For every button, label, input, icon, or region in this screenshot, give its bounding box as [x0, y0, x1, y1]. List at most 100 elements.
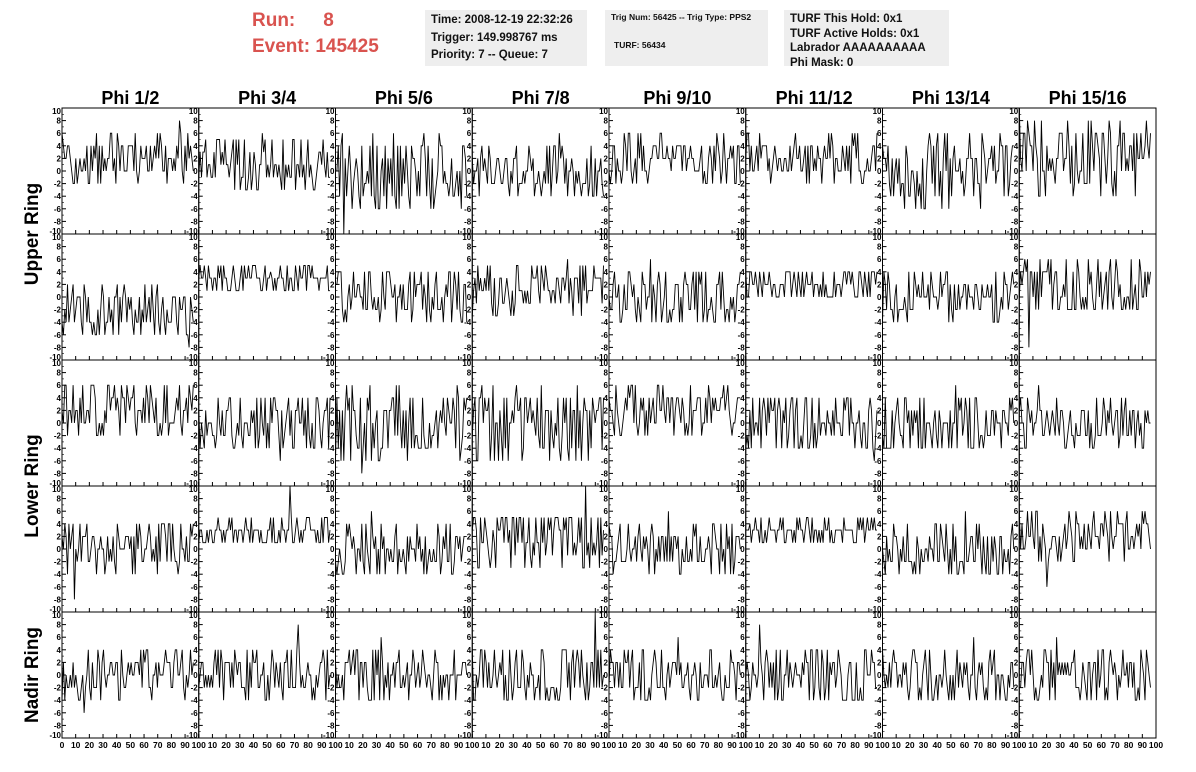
y-tick-label: -4: [738, 444, 746, 453]
y-tick-label: -8: [601, 343, 609, 352]
y-tick-label: 6: [330, 129, 335, 138]
row-label: Lower Ring: [22, 434, 43, 537]
y-tick-label: 6: [467, 507, 472, 516]
y-tick-label: 6: [604, 129, 609, 138]
y-tick-label: -8: [738, 469, 746, 478]
x-tick-label: 50: [399, 740, 409, 750]
y-tick-label: -4: [601, 444, 609, 453]
y-tick-label: 8: [1014, 243, 1019, 252]
panel-frame: [882, 485, 1020, 613]
y-tick-label: -8: [874, 469, 882, 478]
y-tick-label: 4: [467, 268, 472, 277]
y-tick-label: 0: [467, 545, 472, 554]
y-tick-label: 4: [57, 268, 62, 277]
x-tick-label: 60: [686, 740, 696, 750]
y-tick-label: -2: [54, 306, 62, 315]
y-tick-label: -8: [191, 343, 199, 352]
y-tick-label: 2: [604, 406, 609, 415]
y-tick-label: -6: [874, 709, 882, 718]
y-tick-label: -2: [601, 180, 609, 189]
y-tick-label: 6: [193, 381, 198, 390]
y-tick-label: -4: [874, 192, 882, 201]
y-tick-label: -6: [327, 205, 335, 214]
y-tick-label: -4: [54, 318, 62, 327]
y-tick-label: -10: [870, 479, 882, 488]
row-label: Nadir Ring: [22, 627, 43, 723]
y-tick-label: -8: [601, 595, 609, 604]
y-tick-label: -10: [596, 227, 608, 236]
y-tick-label: 0: [604, 545, 609, 554]
waveform-trace: [1018, 510, 1151, 587]
y-tick-label: -10: [733, 353, 745, 362]
y-tick-label: -8: [874, 595, 882, 604]
y-tick-label: -4: [874, 696, 882, 705]
y-tick-label: 6: [57, 381, 62, 390]
y-tick-label: -8: [464, 343, 472, 352]
y-tick-label: -6: [54, 331, 62, 340]
y-tick-label: -10: [323, 479, 335, 488]
y-tick-label: -6: [464, 709, 472, 718]
trigger-line: Trigger: 149.998767 ms: [431, 31, 558, 44]
waveform-trace: [745, 397, 878, 461]
y-tick-label: -4: [738, 696, 746, 705]
y-tick-label: -10: [1007, 353, 1019, 362]
y-tick-label: 4: [467, 142, 472, 151]
x-tick-label: 30: [1056, 740, 1066, 750]
y-tick-label: -10: [460, 227, 472, 236]
x-tick-label: 40: [522, 740, 532, 750]
waveform-trace: [745, 624, 877, 701]
y-tick-label: 2: [877, 280, 882, 289]
y-tick-label: 6: [877, 507, 882, 516]
y-tick-label: 4: [467, 646, 472, 655]
y-tick-label: -4: [464, 696, 472, 705]
y-tick-label: 10: [189, 359, 198, 368]
y-tick-label: 8: [604, 369, 609, 378]
y-tick-label: -4: [327, 570, 335, 579]
y-tick-label: -4: [54, 444, 62, 453]
y-tick-label: 2: [877, 532, 882, 541]
panel-frame: [1018, 485, 1157, 613]
y-tick-label: -8: [54, 721, 62, 730]
y-tick-label: 0: [1014, 545, 1019, 554]
event-label: Event:: [252, 36, 311, 57]
waveform-trace: [198, 485, 331, 544]
x-tick-label: 70: [563, 740, 573, 750]
x-tick-label: 100: [192, 740, 206, 750]
y-tick-label: 8: [604, 621, 609, 630]
y-tick-label: 6: [330, 255, 335, 264]
y-tick-label: -8: [191, 217, 199, 226]
y-tick-label: 2: [330, 406, 335, 415]
y-tick-label: 8: [1014, 117, 1019, 126]
y-tick-label: 2: [1014, 406, 1019, 415]
y-tick-label: -4: [1011, 444, 1019, 453]
y-tick-label: 2: [1014, 658, 1019, 667]
turf-line: TURF: 56434: [614, 40, 666, 50]
y-tick-label: -2: [874, 558, 882, 567]
y-tick-label: -2: [327, 180, 335, 189]
y-tick-label: -10: [596, 731, 608, 740]
y-tick-label: -2: [874, 180, 882, 189]
y-tick-label: 6: [193, 633, 198, 642]
y-tick-label: -6: [601, 457, 609, 466]
waveform-trace: [608, 637, 741, 701]
y-tick-label: 8: [877, 117, 882, 126]
y-tick-label: -8: [54, 469, 62, 478]
y-tick-label: 6: [740, 507, 745, 516]
y-tick-label: -8: [1011, 721, 1019, 730]
panel-frame: [198, 485, 336, 613]
x-tick-label: 30: [782, 740, 792, 750]
y-tick-label: -4: [601, 696, 609, 705]
y-tick-label: -6: [1011, 709, 1019, 718]
y-tick-label: -10: [186, 227, 198, 236]
y-tick-label: -10: [49, 605, 61, 614]
y-tick-label: -8: [738, 595, 746, 604]
y-tick-label: -4: [874, 318, 882, 327]
y-tick-label: -2: [738, 432, 746, 441]
y-tick-label: -6: [874, 331, 882, 340]
y-tick-label: -6: [601, 205, 609, 214]
y-tick-label: -6: [464, 457, 472, 466]
y-tick-label: -10: [186, 731, 198, 740]
y-tick-label: -6: [191, 457, 199, 466]
y-tick-label: 4: [877, 268, 882, 277]
y-tick-label: 2: [467, 406, 472, 415]
